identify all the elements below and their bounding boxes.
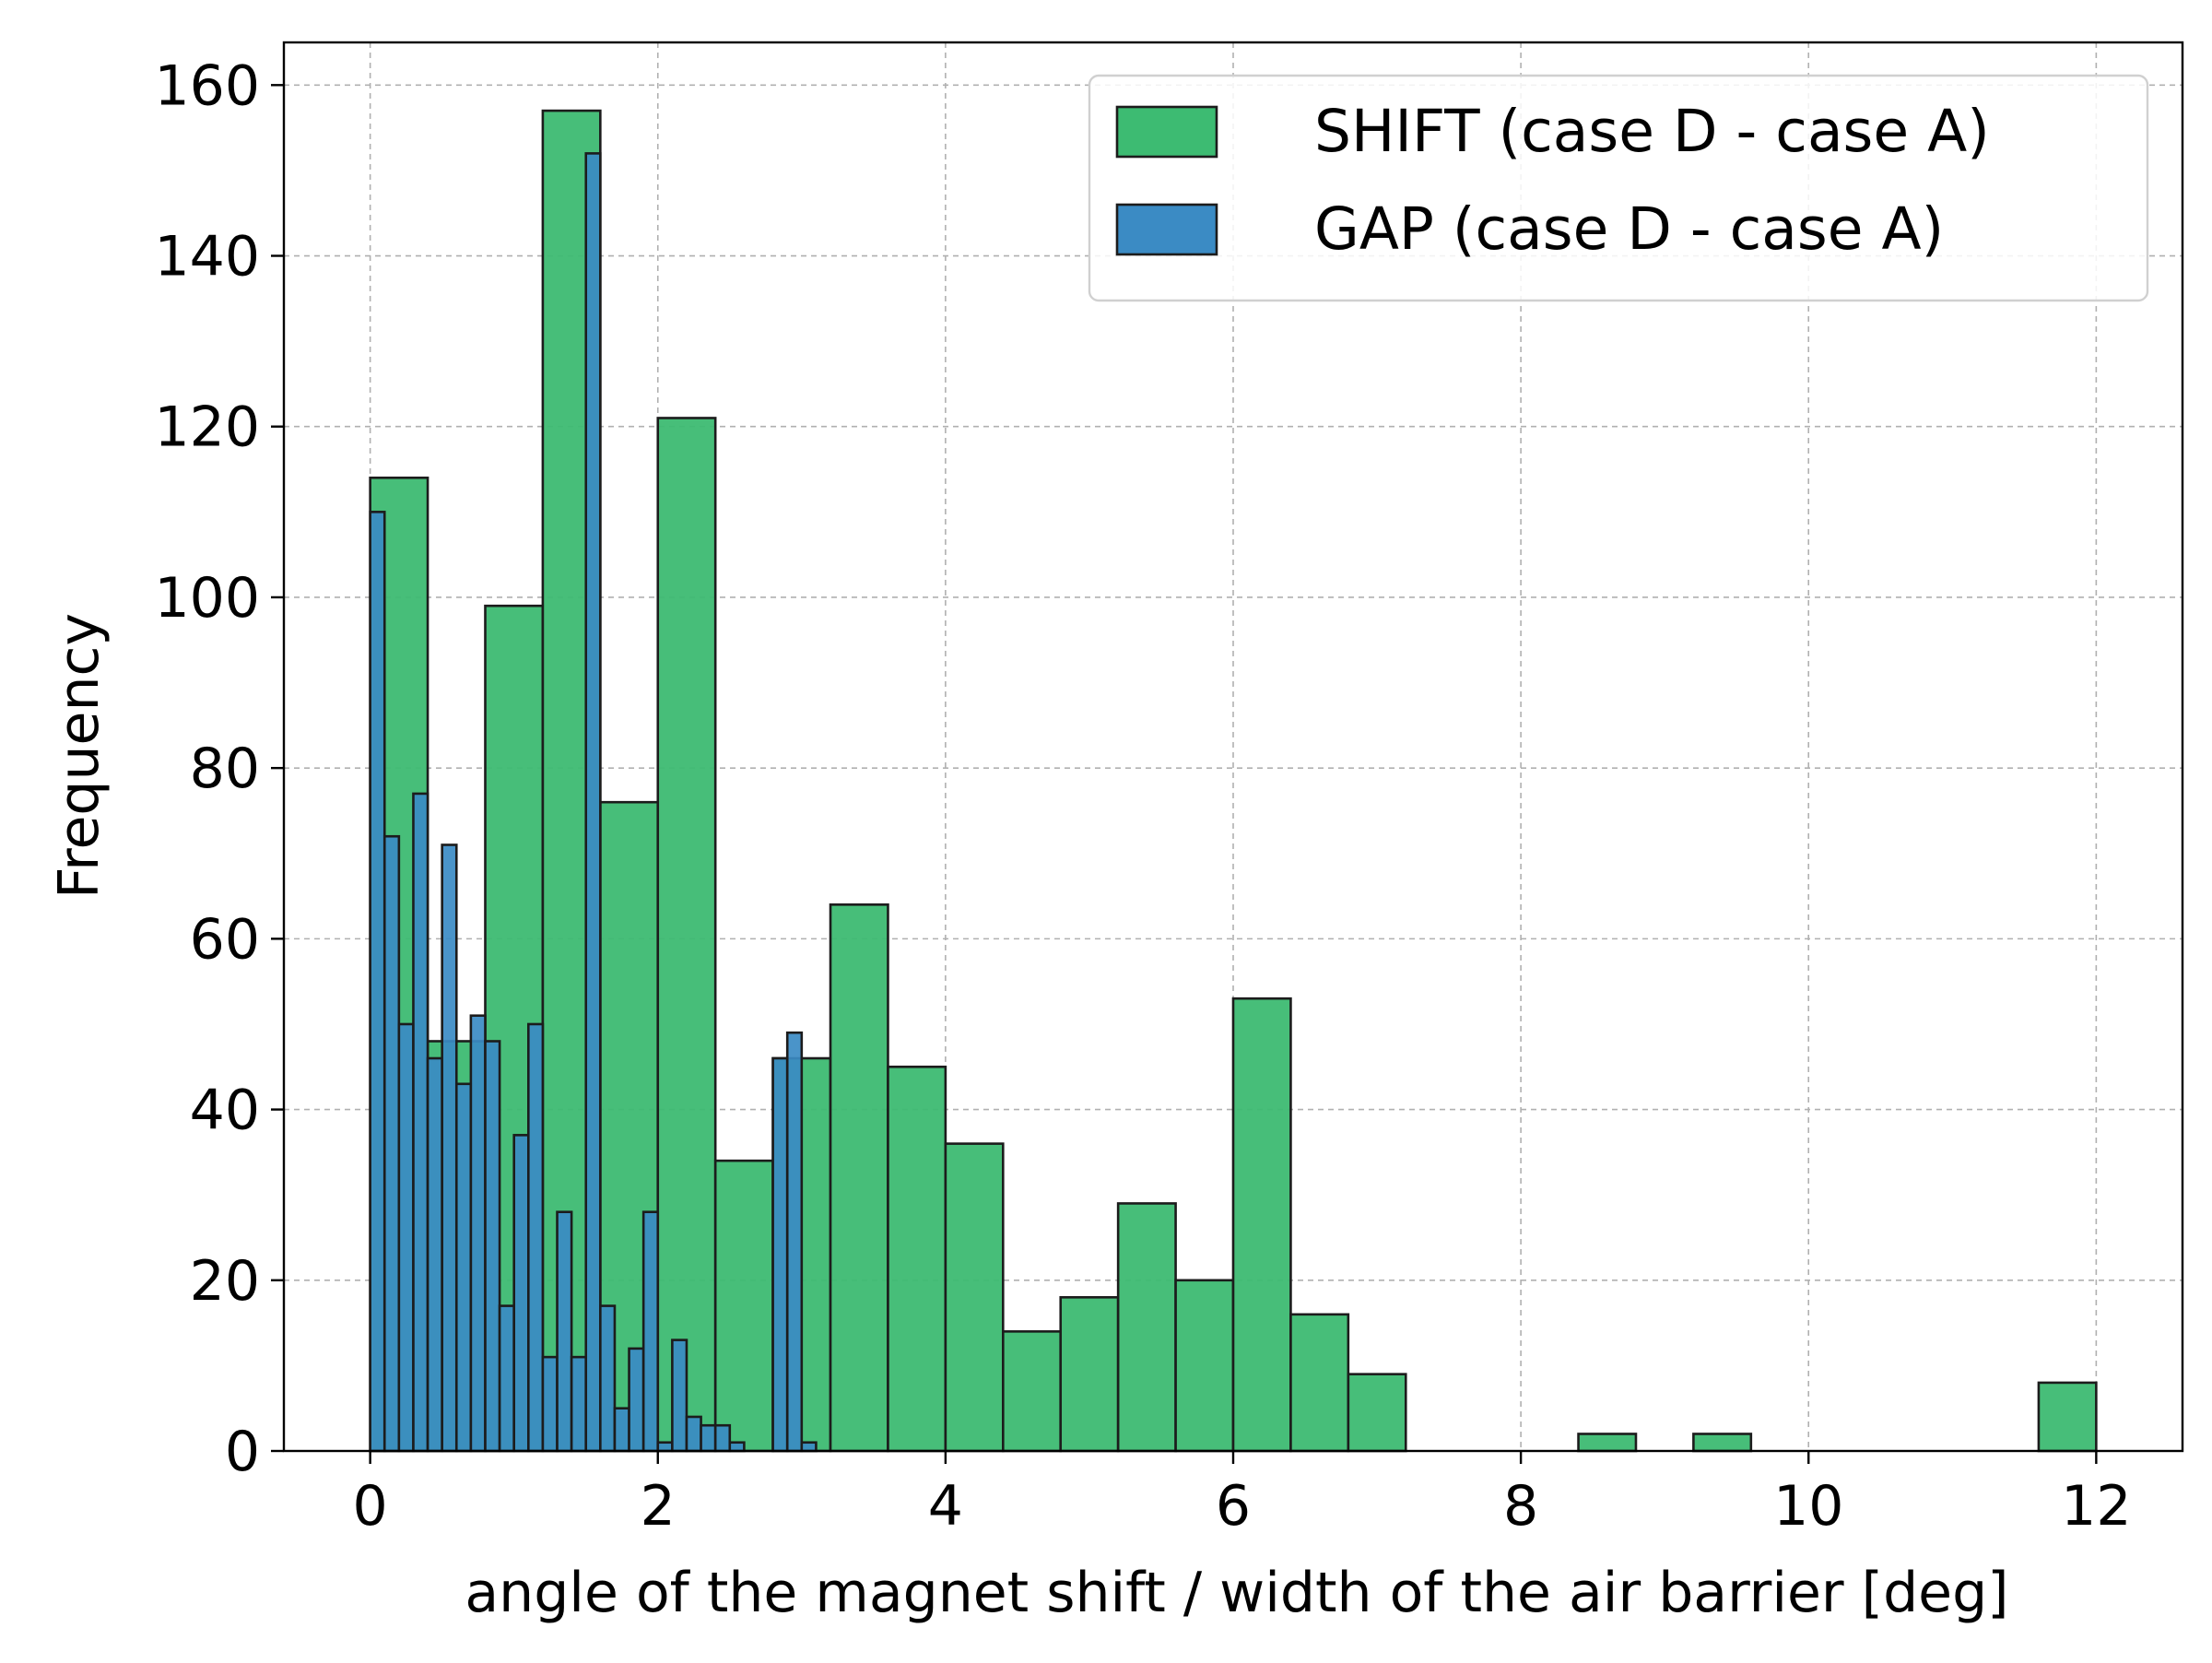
bar-shift bbox=[1231, 997, 1292, 1453]
bar-shift bbox=[944, 1142, 1005, 1453]
bar-shift bbox=[2037, 1381, 2098, 1453]
x-tick-label: 2 bbox=[641, 1474, 676, 1539]
y-tick-label: 40 bbox=[190, 1079, 260, 1143]
bar-gap bbox=[527, 1022, 545, 1453]
bar-gap bbox=[512, 1134, 530, 1453]
bar-shift bbox=[1347, 1373, 1407, 1453]
bar-gap bbox=[656, 1441, 674, 1453]
bar-shift bbox=[1692, 1433, 1753, 1453]
legend-label-gap: GAP (case D - case A) bbox=[1314, 195, 1944, 263]
bar-shift bbox=[656, 417, 717, 1453]
bar-shift bbox=[887, 1065, 947, 1453]
legend-swatch-shift bbox=[1115, 105, 1218, 159]
bar-gap bbox=[469, 1014, 487, 1453]
y-tick-label: 140 bbox=[154, 225, 260, 289]
bar-gap bbox=[426, 1056, 443, 1453]
x-axis-title: angle of the magnet shift / width of the… bbox=[465, 1561, 2008, 1625]
y-tick-label: 120 bbox=[154, 395, 260, 460]
y-tick-label: 100 bbox=[154, 566, 260, 631]
x-tick-label: 6 bbox=[1216, 1474, 1251, 1539]
bar-shift bbox=[1002, 1330, 1063, 1453]
bar-gap bbox=[785, 1031, 804, 1453]
bar-gap bbox=[700, 1423, 717, 1453]
bar-shift bbox=[1059, 1296, 1120, 1453]
bar-gap bbox=[599, 1304, 617, 1453]
bar-gap bbox=[613, 1407, 630, 1453]
bar-gap bbox=[382, 834, 401, 1453]
bar-gap bbox=[641, 1210, 660, 1453]
bar-gap bbox=[728, 1441, 746, 1453]
y-tick-label: 80 bbox=[190, 737, 260, 801]
bar-gap bbox=[454, 1082, 473, 1453]
x-tick-label: 4 bbox=[928, 1474, 963, 1539]
legend: SHIFT (case D - case A) GAP (case D - ca… bbox=[1088, 74, 2149, 302]
bar-gap bbox=[671, 1339, 688, 1453]
bar-shift bbox=[1116, 1202, 1177, 1453]
legend-box bbox=[1088, 74, 2149, 302]
bar-gap bbox=[369, 511, 386, 1453]
bar-gap bbox=[800, 1441, 818, 1453]
y-tick-label: 20 bbox=[190, 1249, 260, 1314]
bar-gap bbox=[441, 843, 458, 1453]
bar-gap bbox=[498, 1304, 515, 1453]
bar-gap bbox=[570, 1355, 588, 1453]
bar-gap bbox=[397, 1022, 415, 1453]
bar-shift bbox=[1577, 1433, 1638, 1453]
bar-shift bbox=[829, 903, 889, 1453]
bar-gap bbox=[713, 1423, 732, 1453]
legend-label-shift: SHIFT (case D - case A) bbox=[1314, 98, 1990, 165]
x-tick-label: 12 bbox=[2061, 1474, 2131, 1539]
bar-gap bbox=[412, 792, 429, 1453]
bar-gap bbox=[628, 1347, 645, 1453]
bar-shift bbox=[713, 1159, 774, 1453]
bar-gap bbox=[685, 1415, 702, 1453]
y-tick-label: 60 bbox=[190, 907, 260, 972]
bar-gap bbox=[541, 1355, 559, 1453]
axes bbox=[271, 41, 2184, 1464]
bar-shift bbox=[1289, 1313, 1350, 1453]
bar-gap bbox=[584, 152, 602, 1453]
y-tick-label: 160 bbox=[154, 53, 260, 118]
bar-shift bbox=[1174, 1279, 1235, 1453]
legend-swatch-gap bbox=[1115, 203, 1218, 256]
x-tick-label: 0 bbox=[353, 1474, 388, 1539]
x-tick-label: 10 bbox=[1773, 1474, 1843, 1539]
bar-gap bbox=[556, 1210, 573, 1453]
bar-gap bbox=[771, 1056, 789, 1453]
bar-gap bbox=[484, 1040, 501, 1453]
y-tick-label: 0 bbox=[225, 1420, 260, 1484]
x-tick-label: 8 bbox=[1503, 1474, 1538, 1539]
y-axis-title: Frequency bbox=[47, 613, 112, 899]
